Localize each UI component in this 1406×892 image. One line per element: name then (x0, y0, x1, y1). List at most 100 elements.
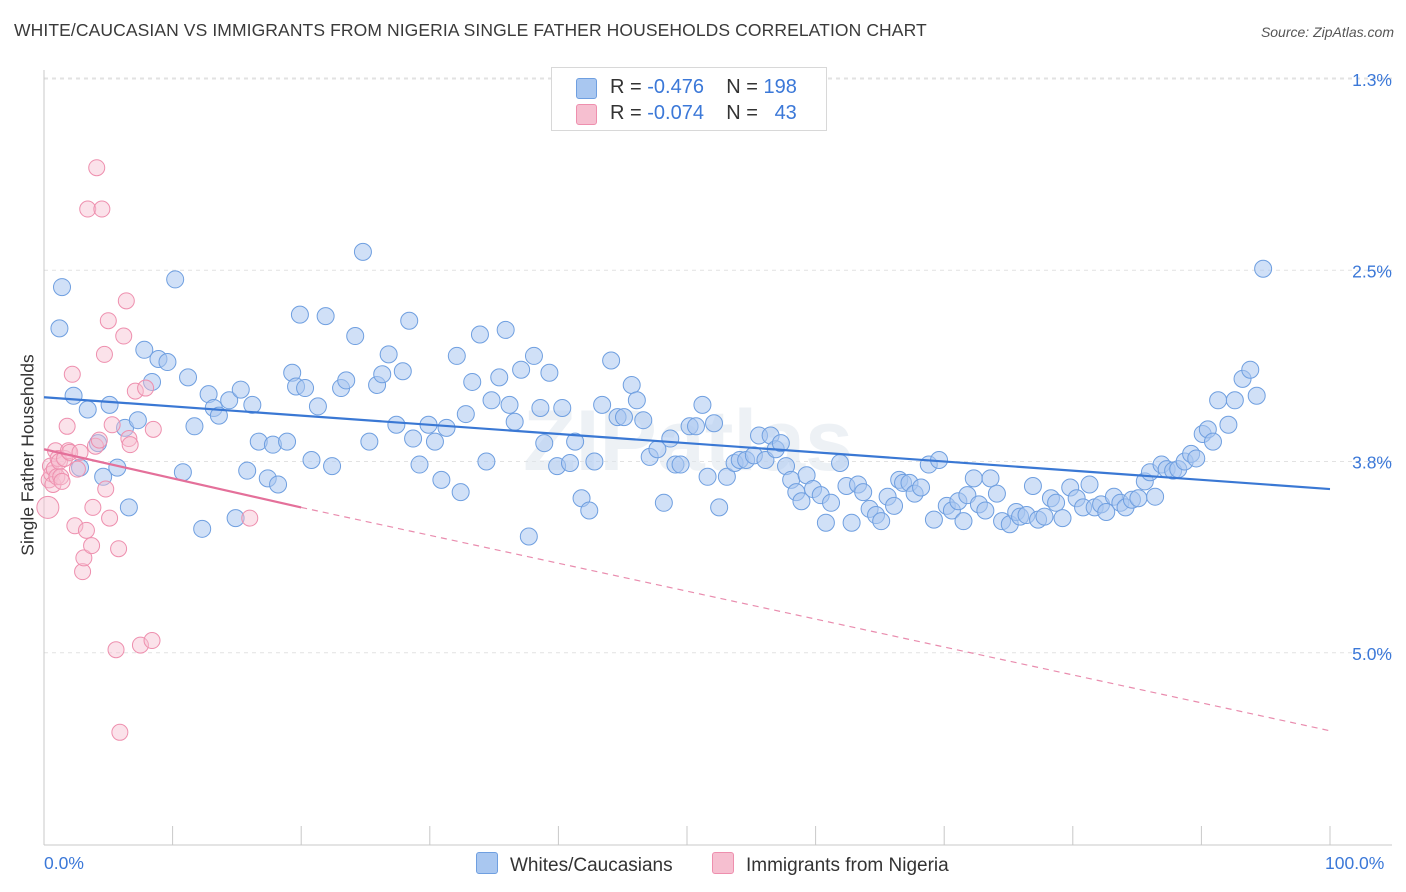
nigeria-point (107, 641, 125, 659)
white-point (243, 395, 262, 414)
white-point (566, 432, 585, 451)
nigeria-point (103, 416, 121, 434)
n-label: N = (726, 102, 758, 124)
white-point (166, 270, 185, 289)
r-value: -0.074 (647, 102, 704, 124)
white-point (710, 498, 729, 517)
white-point (661, 429, 680, 448)
white-point (53, 278, 72, 297)
white-point (220, 391, 239, 410)
white-point (323, 457, 342, 476)
white-point (482, 391, 501, 410)
white-point (337, 371, 356, 390)
white-point (976, 501, 995, 520)
nigeria-point (144, 420, 162, 438)
white-point (1219, 415, 1238, 434)
white-point (290, 305, 309, 324)
white-point (456, 405, 475, 424)
white-point (717, 467, 736, 486)
nigeria-point (137, 379, 155, 397)
white-point (410, 455, 429, 474)
white-point (885, 496, 904, 515)
white-point (437, 418, 456, 437)
nigeria-point (79, 200, 97, 218)
nigeria-trend-dashed (301, 506, 1331, 732)
nigeria-point (95, 345, 113, 363)
white-point (614, 408, 633, 427)
white-point (1053, 509, 1072, 528)
white-point (1146, 487, 1165, 506)
y-axis-label: Single Father Households (17, 354, 38, 556)
white-point (316, 307, 335, 326)
white-point (1023, 476, 1042, 495)
nigeria-point (68, 460, 86, 478)
white-point (654, 493, 673, 512)
white-point (143, 372, 162, 391)
nigeria-point (143, 632, 161, 650)
white-point (179, 368, 198, 387)
white-point (872, 512, 891, 531)
nigeria-point (110, 540, 128, 558)
white-point (1047, 493, 1066, 512)
white-point (393, 362, 412, 381)
white-point (627, 391, 646, 410)
white-point (964, 469, 983, 488)
legend-label-nigeria: Immigrants from Nigeria (746, 855, 949, 876)
white-point (771, 434, 790, 453)
white-point (1129, 489, 1148, 508)
legend-item-nigeria: Immigrants from Nigeria (712, 852, 949, 877)
white-point (278, 432, 297, 451)
white-point (954, 512, 973, 531)
white-point (1203, 432, 1222, 451)
nigeria-trend-line (43, 448, 302, 509)
white-point (705, 414, 724, 433)
white-point (100, 395, 119, 414)
white-point (512, 360, 531, 379)
nigeria-point (99, 312, 117, 330)
white-point (1097, 502, 1116, 521)
nigeria-point (241, 509, 259, 527)
white-point (360, 432, 379, 451)
white-point (477, 452, 496, 471)
white-point (71, 458, 90, 477)
white-point (308, 397, 327, 416)
n-label: N = (726, 76, 758, 98)
y-tick-label: 5.0% (1352, 644, 1392, 664)
y-tick-labels: 5.0% 3.8% 2.5% 1.3% (1352, 70, 1392, 664)
white-point (193, 519, 212, 538)
correlation-legend: R = -0.476 N = 198 R = -0.074 N = 43 (551, 67, 827, 131)
white-point (560, 454, 579, 473)
white-point (447, 346, 466, 365)
axes (43, 70, 1392, 846)
r-value: -0.476 (647, 76, 704, 98)
white-point (505, 412, 524, 431)
white-point (346, 327, 365, 346)
nigeria-point (115, 327, 133, 345)
white-point (1225, 391, 1244, 410)
white-point (451, 483, 470, 502)
nigeria-point (126, 382, 144, 400)
white-point (912, 478, 931, 497)
n-value: 43 (774, 102, 797, 124)
white-point (580, 501, 599, 520)
white-point (531, 398, 550, 417)
pink-swatch-icon (712, 852, 734, 874)
white-point (792, 492, 811, 511)
white-point (593, 395, 612, 414)
pink-swatch-icon (576, 104, 597, 125)
y-tick-label: 2.5% (1352, 261, 1392, 281)
nigeria-point (74, 563, 92, 581)
white-point (981, 469, 1000, 488)
nigeria-point (101, 509, 119, 527)
white-point (296, 379, 315, 398)
white-point (698, 467, 717, 486)
nigeria-point (121, 436, 139, 454)
white-point (1247, 386, 1266, 405)
white-point (269, 475, 288, 494)
data-points (36, 159, 1273, 741)
white-point (490, 368, 509, 387)
white-point (50, 319, 69, 338)
nigeria-point (58, 417, 76, 435)
nigeria-point (117, 292, 135, 310)
white-point (1209, 391, 1228, 410)
